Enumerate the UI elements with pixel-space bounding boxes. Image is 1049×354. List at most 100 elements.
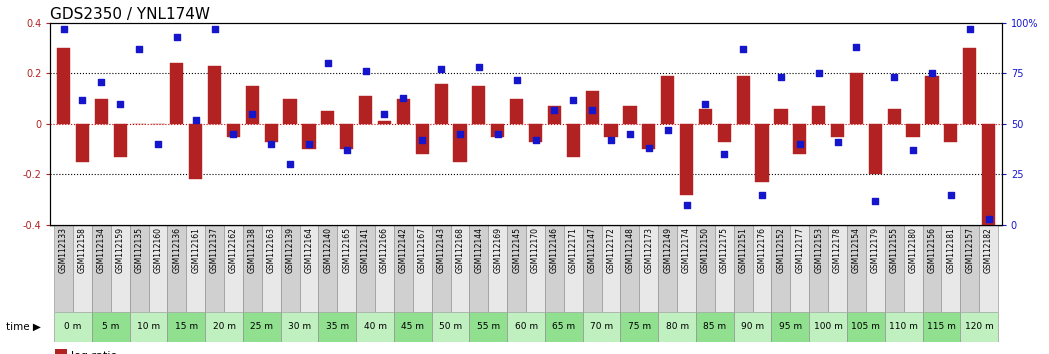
Text: GSM112150: GSM112150 bbox=[701, 227, 710, 273]
Point bbox=[810, 70, 827, 76]
Point bbox=[621, 131, 638, 137]
Point bbox=[904, 147, 921, 153]
Text: GSM112136: GSM112136 bbox=[172, 227, 181, 273]
Text: 85 m: 85 m bbox=[703, 322, 726, 331]
Text: GSM112154: GSM112154 bbox=[852, 227, 861, 273]
Bar bbox=[960, 225, 979, 312]
Bar bbox=[73, 225, 92, 312]
Text: GSM112144: GSM112144 bbox=[474, 227, 484, 273]
Bar bbox=[944, 124, 958, 142]
Point bbox=[772, 75, 789, 80]
Bar bbox=[113, 124, 127, 157]
Text: GSM112159: GSM112159 bbox=[115, 227, 125, 273]
Point bbox=[791, 141, 808, 147]
Bar bbox=[245, 86, 259, 124]
Bar bbox=[563, 225, 582, 312]
Bar bbox=[544, 312, 582, 342]
Bar bbox=[94, 99, 108, 124]
Bar bbox=[189, 124, 202, 179]
Point bbox=[131, 46, 148, 52]
Text: GSM112167: GSM112167 bbox=[418, 227, 427, 273]
Text: 115 m: 115 m bbox=[927, 322, 956, 331]
Bar bbox=[658, 312, 695, 342]
Point bbox=[433, 67, 450, 72]
Bar bbox=[865, 225, 884, 312]
Bar bbox=[170, 63, 184, 124]
Point bbox=[734, 46, 751, 52]
Point bbox=[490, 131, 507, 137]
Text: 50 m: 50 m bbox=[438, 322, 463, 331]
Text: GSM112179: GSM112179 bbox=[871, 227, 880, 273]
Point bbox=[829, 139, 845, 145]
Text: GSM112153: GSM112153 bbox=[814, 227, 823, 273]
Point bbox=[980, 216, 997, 222]
Point bbox=[659, 127, 676, 133]
Bar bbox=[903, 225, 922, 312]
Bar bbox=[963, 48, 977, 124]
Point bbox=[74, 97, 91, 103]
Bar bbox=[884, 312, 922, 342]
Bar bbox=[432, 225, 451, 312]
Bar bbox=[472, 86, 486, 124]
Bar bbox=[319, 225, 338, 312]
Bar bbox=[771, 312, 809, 342]
Point bbox=[866, 198, 883, 204]
Text: 65 m: 65 m bbox=[552, 322, 576, 331]
Text: GSM112169: GSM112169 bbox=[493, 227, 502, 273]
Bar bbox=[714, 225, 733, 312]
Bar bbox=[771, 225, 790, 312]
Point bbox=[395, 95, 412, 101]
Bar bbox=[92, 312, 130, 342]
Bar bbox=[357, 225, 376, 312]
Point bbox=[263, 141, 280, 147]
Text: GSM112152: GSM112152 bbox=[776, 227, 786, 273]
Bar bbox=[752, 225, 771, 312]
Bar bbox=[847, 312, 884, 342]
Point bbox=[226, 131, 242, 137]
Point bbox=[282, 161, 299, 167]
Bar bbox=[695, 312, 733, 342]
Bar bbox=[699, 109, 712, 124]
Bar bbox=[869, 124, 882, 174]
Bar bbox=[55, 225, 73, 312]
Bar bbox=[884, 225, 903, 312]
Text: time ▶: time ▶ bbox=[6, 321, 41, 332]
Bar bbox=[302, 124, 316, 149]
Text: GSM112147: GSM112147 bbox=[587, 227, 597, 273]
Bar bbox=[733, 312, 771, 342]
Point bbox=[678, 202, 694, 207]
Text: 120 m: 120 m bbox=[965, 322, 993, 331]
Bar bbox=[736, 76, 750, 124]
Text: GSM112135: GSM112135 bbox=[134, 227, 144, 273]
Text: GSM112172: GSM112172 bbox=[606, 227, 616, 273]
Text: GSM112164: GSM112164 bbox=[304, 227, 314, 273]
Bar bbox=[168, 225, 187, 312]
Text: log ratio: log ratio bbox=[71, 351, 117, 354]
Bar bbox=[850, 73, 863, 124]
Bar bbox=[394, 312, 432, 342]
Bar bbox=[130, 312, 168, 342]
Point bbox=[93, 79, 110, 84]
Bar bbox=[733, 225, 752, 312]
Text: GSM112180: GSM112180 bbox=[908, 227, 918, 273]
Point bbox=[112, 101, 129, 107]
Text: 55 m: 55 m bbox=[476, 322, 500, 331]
Bar bbox=[548, 106, 561, 124]
Text: 40 m: 40 m bbox=[364, 322, 386, 331]
Text: 15 m: 15 m bbox=[175, 322, 198, 331]
Text: 10 m: 10 m bbox=[137, 322, 160, 331]
Bar bbox=[925, 76, 939, 124]
Bar bbox=[941, 225, 960, 312]
Bar bbox=[489, 225, 508, 312]
Bar bbox=[432, 312, 470, 342]
Bar bbox=[281, 312, 319, 342]
Bar bbox=[790, 225, 809, 312]
Point bbox=[885, 75, 902, 80]
Bar bbox=[623, 106, 637, 124]
Point bbox=[377, 111, 393, 116]
Bar bbox=[359, 96, 372, 124]
Point bbox=[697, 101, 713, 107]
Text: GSM112146: GSM112146 bbox=[550, 227, 559, 273]
Bar bbox=[585, 91, 599, 124]
Text: GSM112176: GSM112176 bbox=[757, 227, 767, 273]
